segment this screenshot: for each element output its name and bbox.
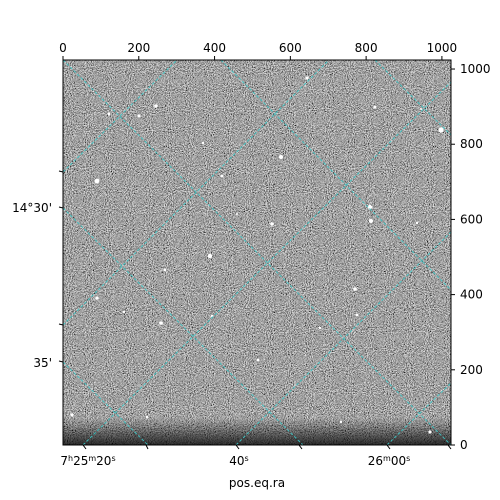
top-tick-label: 0	[59, 41, 67, 55]
grid-line	[374, 60, 451, 136]
star	[355, 313, 359, 317]
star	[279, 155, 283, 159]
star	[145, 415, 149, 419]
top-tick-label: 400	[203, 41, 226, 55]
star	[122, 310, 126, 314]
grid-line	[63, 207, 304, 445]
star	[438, 127, 444, 133]
plot-frame	[62, 59, 452, 446]
ra-tick-mark	[298, 444, 303, 450]
dec-tick-mark	[58, 323, 64, 326]
ra-tick-label: 26m00s	[368, 454, 411, 468]
top-tick-label: 1000	[427, 41, 458, 55]
star	[107, 112, 111, 116]
x-axis-label: pos.eq.ra	[229, 476, 285, 490]
ra-tick-mark	[447, 444, 452, 450]
grid-line	[63, 60, 330, 326]
grid-line	[235, 231, 451, 445]
top-tick-label: 600	[279, 41, 302, 55]
star	[95, 296, 99, 300]
ra-tick-label: 40s	[229, 454, 248, 468]
right-tick-label: 800	[460, 137, 483, 151]
right-tick-label: 600	[460, 212, 483, 226]
grid-line	[63, 60, 178, 173]
star	[159, 321, 163, 325]
star	[339, 420, 343, 424]
star	[270, 222, 274, 226]
star	[163, 268, 167, 272]
grid-line	[220, 60, 451, 291]
right-pixel-axis: 0 200 400 600 800 1000	[451, 62, 491, 452]
star	[373, 105, 377, 109]
dec-tick-mark	[58, 360, 64, 363]
grid-line	[63, 60, 451, 445]
star	[236, 213, 238, 215]
ra-tick-mark	[145, 444, 149, 450]
dec-tick-mark	[58, 206, 64, 209]
star	[201, 141, 205, 145]
star	[137, 114, 141, 118]
coordinate-grid	[63, 60, 451, 445]
star	[305, 76, 309, 80]
star	[70, 413, 74, 417]
top-pixel-axis: 0 200 400 600 800 1000	[59, 41, 457, 60]
star	[353, 287, 357, 291]
right-tick-label: 200	[460, 363, 483, 377]
ra-tick-mark	[82, 444, 87, 450]
right-tick-label: 400	[460, 288, 483, 302]
right-tick-label: 1000	[460, 62, 491, 76]
grid-line	[82, 81, 451, 445]
ra-tick-mark	[386, 444, 391, 450]
dec-tick-label: 35'	[33, 356, 52, 370]
dec-tick-mark	[58, 170, 64, 173]
top-tick-label: 200	[127, 41, 150, 55]
star	[207, 253, 213, 259]
star	[420, 108, 422, 110]
star	[154, 104, 158, 108]
right-tick-label: 0	[460, 438, 468, 452]
star	[94, 178, 100, 184]
star	[369, 219, 373, 223]
ra-tick-label: 7h25m20s	[60, 454, 115, 468]
world-ticks: 14°30' 35' 7h25m20s 40s 26m00s	[12, 170, 452, 468]
star	[256, 358, 260, 362]
stars	[70, 76, 444, 434]
dec-tick-label: 14°30'	[12, 201, 52, 215]
star	[318, 326, 322, 330]
star	[428, 430, 432, 434]
star	[220, 174, 224, 178]
star	[415, 221, 419, 225]
ra-tick-mark	[235, 444, 240, 450]
top-tick-label: 800	[355, 41, 378, 55]
star	[367, 204, 373, 210]
